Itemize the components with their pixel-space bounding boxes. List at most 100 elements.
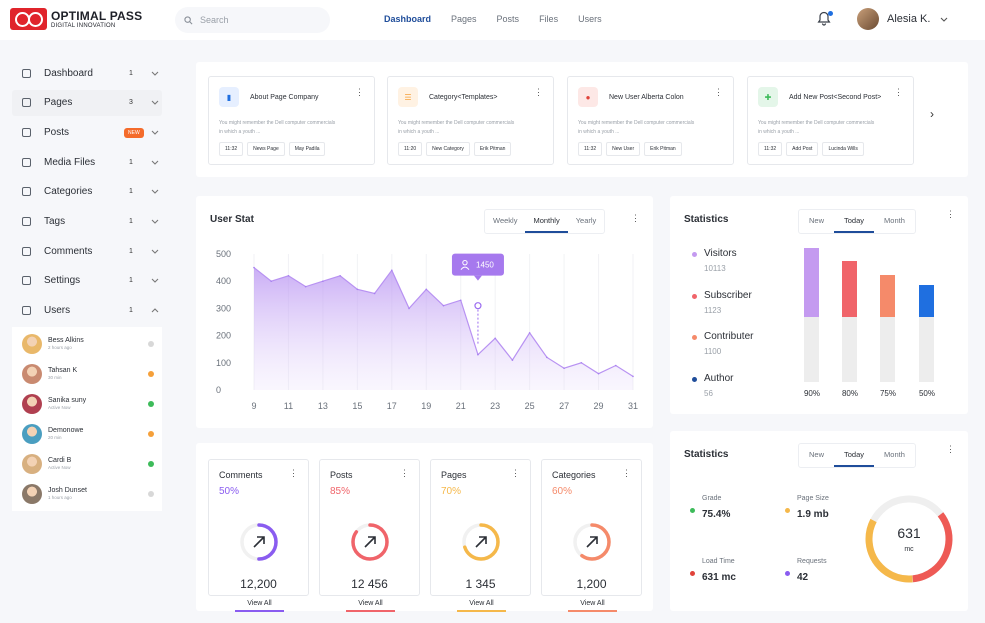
tab-month[interactable]: Month — [884, 216, 905, 225]
user-list-item[interactable]: Josh Dunset 1 hours ago — [12, 479, 162, 509]
chevron-down-icon[interactable] — [151, 219, 159, 224]
chevron-down-icon[interactable] — [151, 71, 159, 76]
chevron-down-icon[interactable] — [151, 160, 159, 165]
activity-tag[interactable]: New Category — [426, 142, 470, 156]
data-point — [632, 375, 634, 378]
activity-tag[interactable]: Erik Pitman — [473, 142, 512, 156]
chevron-right-icon[interactable]: › — [930, 107, 934, 121]
more-options-icon[interactable]: ⋮ — [946, 444, 955, 454]
tab-weekly[interactable]: Weekly — [493, 216, 518, 225]
bar-percent-label: 80% — [841, 389, 858, 398]
arrow-up-right-icon — [364, 536, 376, 548]
more-options-icon[interactable]: ⋮ — [622, 468, 631, 478]
list-icon — [22, 187, 31, 197]
user-list-item[interactable]: Tahsan K 30 min — [12, 359, 162, 389]
more-options-icon[interactable]: ⋮ — [511, 468, 520, 478]
file-icon: ▮ — [219, 87, 239, 107]
data-point — [408, 307, 410, 310]
legend-label: Subscriber — [704, 290, 752, 301]
chevron-down-icon[interactable] — [151, 100, 159, 105]
sidebar-item-categories[interactable]: Categories 1 — [12, 179, 162, 205]
x-tick-label: 27 — [559, 401, 569, 411]
notification-dot — [828, 11, 833, 16]
item-count: 1 — [129, 217, 133, 225]
activity-tag[interactable]: May Padila — [288, 142, 326, 156]
sidebar-item-pages[interactable]: Pages 3 — [12, 89, 162, 116]
nav-files[interactable]: Files — [539, 14, 559, 24]
tab-yearly[interactable]: Yearly — [575, 216, 597, 225]
tab-new[interactable]: New — [809, 450, 825, 459]
x-tick-label: 23 — [490, 401, 500, 411]
activity-card[interactable]: ☰ Category<Templates> ⋮ You might remember … — [387, 76, 554, 165]
activity-tag[interactable]: 11:32 — [219, 142, 244, 156]
user-info: Cardi B Active Now — [48, 457, 71, 471]
activity-tag[interactable]: Add Post — [786, 142, 819, 156]
chevron-down-icon[interactable] — [151, 189, 159, 195]
view-all-link[interactable]: View All — [457, 600, 506, 612]
notification-bell[interactable] — [817, 11, 833, 27]
chevron-down-icon[interactable] — [151, 130, 159, 135]
activity-tag[interactable]: New User — [606, 142, 641, 156]
nav-dashboard[interactable]: Dashboard — [384, 14, 432, 24]
x-tick-label: 19 — [421, 401, 431, 411]
view-all-link[interactable]: View All — [568, 600, 617, 612]
user-menu[interactable]: Alesia K. — [857, 8, 948, 30]
more-options-icon[interactable]: ⋮ — [946, 209, 955, 219]
sidebar-item-settings[interactable]: Settings 1 — [12, 268, 162, 294]
tab-month[interactable]: Month — [884, 450, 905, 459]
activity-tag[interactable]: Erik Pitman — [644, 142, 682, 156]
sidebar-item-comments[interactable]: Comments 1 — [12, 238, 162, 264]
sidebar-item-media-files[interactable]: Media Files 1 — [12, 149, 162, 175]
tab-today[interactable]: Today — [834, 210, 875, 233]
sidebar-item-users[interactable]: Users 1 — [12, 298, 162, 324]
users-list: Bess Alkins 2 hours ago Tahsan K 30 min Sani… — [12, 327, 162, 512]
tab-new[interactable]: New — [809, 216, 825, 225]
more-options-icon[interactable]: ⋮ — [714, 87, 723, 97]
more-options-icon[interactable]: ⋮ — [631, 213, 640, 223]
user-list-item[interactable]: Sanika suny Active Now — [12, 389, 162, 419]
sidebar-item-tags[interactable]: Tags 1 — [12, 208, 162, 234]
progress-ring — [240, 523, 278, 561]
user-list-item[interactable]: Demonowe 20 min — [12, 419, 162, 449]
activity-tag[interactable]: 11:20 — [398, 142, 423, 156]
more-options-icon[interactable]: ⋮ — [400, 468, 409, 478]
metric-dot — [785, 571, 790, 576]
activity-card[interactable]: ● New User Alberta Colon ⋮ You might rememb… — [567, 76, 734, 165]
more-options-icon[interactable]: ⋮ — [534, 87, 543, 97]
search-input[interactable] — [200, 15, 310, 25]
data-point — [580, 362, 583, 364]
item-count: 1 — [129, 158, 133, 166]
activity-card[interactable]: ▮ About Page Company ⋮ You might remember t… — [208, 76, 375, 165]
sidebar-item-dashboard[interactable]: Dashboard 1 — [12, 60, 162, 86]
activity-tag[interactable]: 11:32 — [578, 142, 603, 156]
nav-posts[interactable]: Posts — [496, 14, 520, 24]
more-options-icon[interactable]: ⋮ — [894, 87, 903, 97]
activity-tag[interactable]: 11:32 — [758, 142, 783, 156]
activity-tag[interactable]: News Page — [247, 142, 285, 156]
activity-tag[interactable]: Lucinda Wills — [822, 142, 864, 156]
tab-monthly[interactable]: Monthly — [525, 210, 568, 233]
activity-description: You might remember the Dell computer com… — [219, 120, 336, 135]
search-box[interactable] — [175, 7, 330, 33]
tab-today[interactable]: Today — [834, 444, 875, 467]
bar — [880, 275, 895, 317]
chevron-up-icon[interactable] — [151, 308, 159, 313]
nav-users[interactable]: Users — [578, 14, 602, 24]
more-options-icon[interactable]: ⋮ — [355, 87, 364, 97]
view-all-link[interactable]: View All — [346, 600, 395, 612]
brand-logo[interactable]: OPTIMAL PASS DIGITAL INNOVATION — [10, 8, 142, 30]
nav-pages[interactable]: Pages — [451, 14, 477, 24]
user-list-item[interactable]: Bess Alkins 2 hours ago — [12, 329, 162, 359]
legend-dot — [692, 294, 697, 299]
user-list-item[interactable]: Cardi B Active Now — [12, 449, 162, 479]
bar-track — [919, 285, 934, 382]
view-all-link[interactable]: View All — [235, 600, 284, 612]
more-options-icon[interactable]: ⋮ — [289, 468, 298, 478]
sidebar-item-posts[interactable]: Posts NEW — [12, 119, 162, 145]
tooltip-arrow — [473, 275, 482, 281]
user-icon — [22, 306, 31, 315]
activity-card[interactable]: ✚ Add New Post<Second Post> ⋮ You might rem… — [747, 76, 914, 165]
chevron-down-icon[interactable] — [151, 278, 159, 284]
chevron-down-icon[interactable] — [151, 249, 159, 254]
user-status: Active Now — [48, 465, 71, 471]
